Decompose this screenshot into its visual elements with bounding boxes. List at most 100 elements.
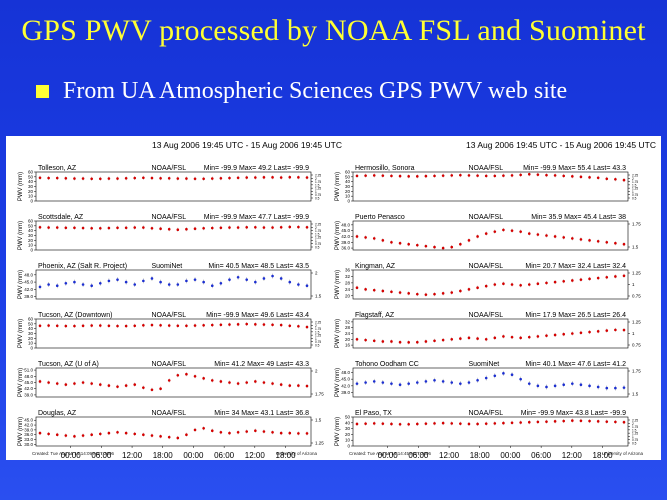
right-tick-label-tolleson-az-1: 2 (315, 177, 317, 181)
data-point-puerto-penasco-30 (614, 241, 617, 245)
data-point-kingman-az-11 (450, 291, 454, 294)
data-point-kingman-az-26 (579, 278, 583, 281)
data-point-tolleson-az-6 (90, 177, 93, 181)
data-point-el-paso-tx-18 (510, 421, 514, 425)
data-point-puerto-penasco-27 (588, 239, 591, 242)
y-axis-label-douglas-az: PWV (mm) (18, 417, 24, 446)
data-point-tucson-az-downtown-3 (64, 324, 68, 328)
data-point-flagstaff-az-22 (545, 334, 548, 337)
data-point-douglas-az-6 (90, 433, 93, 437)
data-point-douglas-az-0 (38, 431, 42, 435)
data-point-tucson-az-downtown-13 (150, 323, 154, 327)
data-point-puerto-penasco-17 (502, 228, 505, 232)
data-point-el-paso-tx-12 (459, 422, 462, 425)
data-point-tucson-az-downtown-4 (73, 324, 76, 328)
data-point-phoenix-az-salt-r-project-1 (47, 283, 50, 286)
data-point-tucson-az-downtown-15 (167, 324, 171, 327)
data-point-scottsdale-az-0 (38, 225, 42, 229)
data-point-el-paso-tx-24 (562, 419, 566, 423)
data-point-scottsdale-az-13 (150, 226, 154, 230)
station-title-hermosillo-sonora: Hermosillo, Sonora (355, 165, 415, 172)
data-point-douglas-az-29 (288, 431, 292, 435)
y-tick-label-douglas-az-1: 33.0 (24, 437, 33, 442)
x-tick-label-0-2: 12:00 (122, 451, 143, 460)
y-axis-label-hermosillo-sonora: PWV (mm) (335, 172, 341, 201)
data-point-tolleson-az-26 (262, 176, 266, 179)
right-tick-label-tucson-az-downtown-3: 1.5 (315, 330, 320, 334)
data-point-tucson-az-downtown-23 (236, 323, 240, 326)
data-point-flagstaff-az-19 (519, 336, 522, 340)
data-point-kingman-az-8 (424, 293, 428, 296)
data-point-phoenix-az-salt-r-project-6 (90, 284, 93, 288)
data-point-hermosillo-sonora-18 (510, 174, 514, 177)
right-tick-label-tucson-az-downtown-4: 1.25 (315, 334, 321, 338)
data-point-tolleson-az-17 (185, 177, 188, 180)
left-created-footer: Created: Tue Aug 15 14:14:09 MST 2006 (32, 451, 114, 456)
right-tick-label-tolleson-az-4: 1.25 (315, 187, 321, 191)
y-tick-label-flagstaff-az-4: 32 (345, 319, 351, 324)
data-point-tucson-az-downtown-1 (47, 324, 50, 327)
right-tick-label-tucson-az-downtown-6: 0.75 (315, 340, 321, 344)
pwv-figure: 13 Aug 2006 19:45 UTC - 15 Aug 2006 19:4… (6, 136, 661, 460)
data-point-el-paso-tx-21 (536, 420, 540, 424)
station-title-flagstaff-az: Flagstaff, AZ (355, 312, 395, 319)
stats-label-tohono-oodham-cc: Min= 40.1 Max= 47.6 Last= 41.2 (525, 361, 626, 368)
data-point-kingman-az-18 (510, 283, 514, 286)
data-point-el-paso-tx-11 (450, 422, 454, 425)
y-tick-label-hermosillo-sonora-6: 60 (345, 170, 351, 175)
data-point-hermosillo-sonora-12 (459, 173, 462, 177)
data-point-puerto-penasco-23 (553, 235, 557, 238)
data-point-scottsdale-az-6 (90, 226, 93, 230)
data-point-hermosillo-sonora-21 (536, 173, 540, 176)
data-point-puerto-penasco-25 (571, 237, 574, 240)
data-point-hermosillo-sonora-31 (622, 178, 626, 182)
right-tick-label-hermosillo-sonora-0: 2.25 (632, 174, 638, 178)
y-tick-label-flagstaff-az-3: 28 (345, 325, 351, 330)
data-point-douglas-az-13 (150, 434, 154, 437)
data-point-tohono-oodham-cc-3 (381, 381, 385, 384)
data-point-el-paso-tx-14 (476, 422, 479, 426)
data-point-tucson-az-u-of-a-4 (73, 382, 76, 385)
data-point-tucson-az-downtown-21 (219, 323, 223, 327)
right-tick-label-el-paso-tx-5: 1 (632, 435, 634, 439)
y-tick-label-tucson-az-downtown-3: 30 (28, 331, 34, 336)
right-tick-label-douglas-az-1: 1.25 (315, 441, 324, 446)
data-point-douglas-az-3 (64, 434, 68, 437)
data-point-flagstaff-az-3 (381, 340, 385, 343)
data-point-tucson-az-u-of-a-11 (133, 383, 137, 386)
data-point-flagstaff-az-2 (372, 339, 376, 343)
data-point-puerto-penasco-12 (459, 242, 462, 246)
data-point-scottsdale-az-29 (288, 225, 292, 229)
stats-label-phoenix-az-salt-r-project: Min= 40.5 Max= 48.5 Last= 43.5 (208, 263, 309, 270)
data-point-douglas-az-17 (185, 433, 188, 437)
x-tick-label-0-3: 18:00 (153, 451, 174, 460)
data-point-el-paso-tx-22 (545, 420, 548, 423)
data-point-puerto-penasco-18 (510, 229, 514, 232)
y-tick-label-hermosillo-sonora-4: 40 (345, 179, 351, 184)
data-point-tucson-az-u-of-a-30 (297, 384, 300, 387)
data-point-tohono-oodham-cc-5 (398, 383, 402, 387)
data-point-kingman-az-15 (484, 284, 488, 288)
data-point-tucson-az-u-of-a-1 (47, 381, 50, 384)
data-point-kingman-az-16 (493, 283, 497, 286)
right-tick-label-puerto-penasco-1: 1.5 (632, 245, 639, 250)
source-label-tohono-oodham-cc: SuomiNet (469, 361, 500, 368)
data-point-tohono-oodham-cc-31 (622, 386, 626, 389)
bullet-text: From UA Atmospheric Sciences GPS PWV web… (63, 78, 568, 104)
y-tick-label-tolleson-az-4: 40 (28, 179, 34, 184)
data-point-tohono-oodham-cc-29 (605, 386, 609, 390)
data-point-tohono-oodham-cc-4 (390, 382, 393, 385)
data-point-kingman-az-5 (398, 291, 402, 294)
right-tick-label-scottsdale-az-2: 1.75 (315, 229, 321, 233)
data-point-phoenix-az-salt-r-project-21 (219, 281, 223, 285)
data-point-flagstaff-az-31 (622, 328, 626, 332)
data-point-hermosillo-sonora-4 (390, 174, 393, 178)
data-point-tohono-oodham-cc-13 (467, 381, 471, 384)
data-point-tucson-az-u-of-a-31 (305, 384, 309, 388)
data-point-scottsdale-az-17 (185, 227, 188, 231)
data-point-el-paso-tx-27 (588, 419, 591, 423)
data-point-puerto-penasco-2 (372, 237, 376, 240)
source-label-tucson-az-downtown: NOAA/FSL (152, 312, 187, 319)
data-point-el-paso-tx-4 (390, 422, 393, 426)
right-tick-label-kingman-az-2: 0.75 (632, 294, 641, 299)
